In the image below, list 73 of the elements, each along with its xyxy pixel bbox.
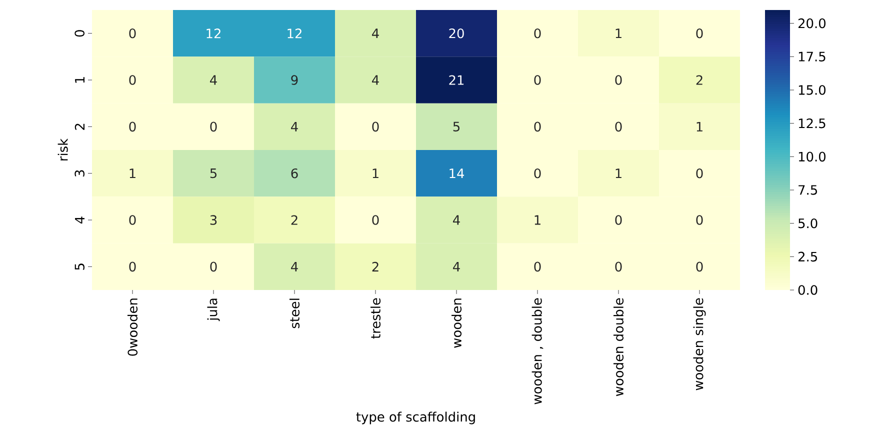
data-label: 0 [696,262,703,272]
data-label: 2 [291,215,298,225]
data-label: 4 [291,262,298,272]
data-label: 14 [450,168,464,178]
data-label: 5 [453,122,460,132]
data-label: 6 [291,168,298,178]
data-label: 4 [291,122,298,132]
data-label: 9 [291,75,298,85]
x-tick-label: steel [289,298,300,328]
data-label: 0 [615,262,622,272]
data-label: 5 [210,168,216,178]
data-label: 1 [130,168,136,178]
x-tick-label: jula [207,298,220,322]
data-label: 0 [615,122,622,132]
color-bar-label: 17.5 [798,52,826,62]
data-label: 0 [534,168,541,178]
color-bar-label: 12.5 [798,118,826,128]
data-label: 4 [372,75,379,85]
data-label: 1 [616,168,622,178]
data-label: 0 [129,262,136,272]
y-tick-label: 0 [74,30,84,37]
color-bar-label: 10.0 [798,152,826,162]
data-label: 20 [449,28,464,38]
color-bar-label: 20.0 [798,18,826,28]
data-label: 0 [615,215,622,225]
x-tick-label: wooden double [613,298,624,396]
color-bar-label: 5.0 [798,218,818,228]
data-label: 1 [534,215,540,225]
data-label: 4 [453,262,460,272]
color-bar-label: 0.0 [798,285,818,295]
x-tick-label: 0wooden [127,298,138,356]
data-label: 0 [129,122,136,132]
y-axis-title: risk [58,138,68,160]
x-axis-title: type of scaffolding [356,412,475,424]
y-tick-label: 1 [75,77,84,83]
data-label: 2 [696,75,702,85]
data-label: 0 [129,28,136,38]
y-tick-label: 3 [74,170,84,176]
data-label: 0 [615,75,622,85]
x-tick-label: wooden [451,298,462,348]
data-label: 0 [129,215,136,225]
data-label: 1 [372,168,378,178]
data-label: 0 [696,215,703,225]
data-label: 1 [696,122,702,132]
data-label: 21 [449,75,464,85]
data-label: 0 [534,122,541,132]
data-label: 2 [372,262,378,272]
x-tick-label: trestle [370,298,381,339]
data-label: 4 [372,28,379,38]
y-tick-label: 2 [74,124,84,130]
data-label: 0 [372,122,379,132]
data-label: 1 [616,28,622,38]
color-bar-label: 2.5 [798,252,817,262]
data-label: 4 [210,75,217,85]
data-label: 12 [206,28,220,38]
data-label: 0 [534,75,541,85]
data-label: 0 [534,262,541,272]
data-label: 0 [372,215,379,225]
data-label: 0 [210,122,217,132]
data-label: 0 [534,28,541,38]
color-bar-label: 7.5 [798,185,817,195]
data-label: 0 [210,262,217,272]
y-tick-label: 5 [74,264,84,270]
data-label: 4 [453,215,460,225]
data-label: 0 [129,75,136,85]
y-tick-label: 4 [75,216,84,224]
data-label: 0 [696,168,703,178]
x-tick-label: wooden single [693,298,706,390]
data-label: 12 [288,28,302,38]
data-label: 0 [696,28,703,38]
x-tick-label: wooden , double [532,298,544,404]
color-bar-label: 15.0 [798,85,826,95]
data-label: 3 [210,215,217,225]
